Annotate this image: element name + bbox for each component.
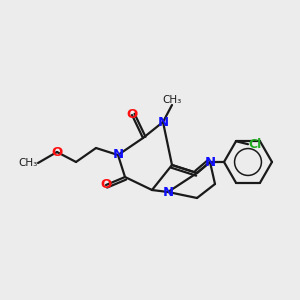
Text: CH₃: CH₃ bbox=[162, 95, 182, 105]
Text: N: N bbox=[162, 185, 174, 199]
Text: N: N bbox=[158, 116, 169, 128]
Text: N: N bbox=[112, 148, 124, 161]
Text: Cl: Cl bbox=[248, 138, 261, 151]
Text: CH₃: CH₃ bbox=[19, 158, 38, 168]
Text: O: O bbox=[126, 109, 138, 122]
Text: O: O bbox=[51, 146, 63, 158]
Text: O: O bbox=[100, 178, 112, 191]
Text: N: N bbox=[204, 155, 216, 169]
